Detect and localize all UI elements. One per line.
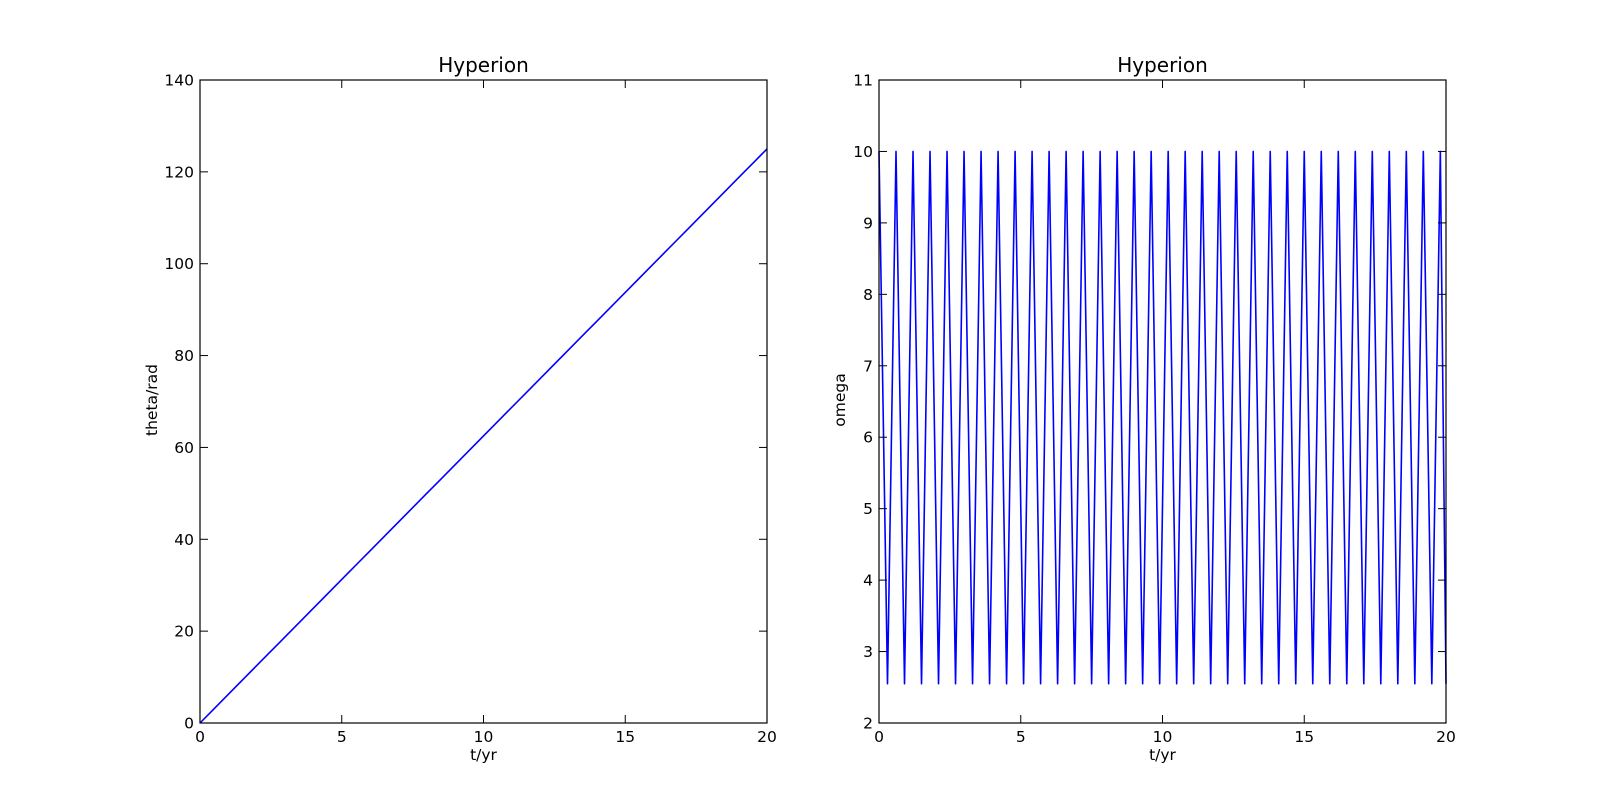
y-tick-label: 60 (174, 439, 194, 457)
chart-title: Hyperion (1117, 53, 1208, 77)
x-tick-label: 15 (1294, 728, 1314, 746)
x-axis-label: t/yr (1149, 746, 1176, 764)
y-tick-label: 3 (863, 643, 873, 661)
x-tick-label: 0 (195, 728, 205, 746)
y-tick-label: 0 (184, 715, 194, 733)
y-tick-label: 10 (853, 143, 873, 161)
x-tick-label: 10 (1153, 728, 1173, 746)
y-tick-label: 6 (863, 429, 873, 447)
x-tick-label: 5 (337, 728, 347, 746)
y-tick-label: 2 (863, 715, 873, 733)
y-axis-label: theta/rad (143, 364, 161, 436)
x-tick-label: 0 (874, 728, 884, 746)
x-tick-label: 10 (474, 728, 494, 746)
theta-chart: Hyperion t/yr theta/rad 0 5 10 15 20 0 20 40 60 8… (143, 53, 777, 764)
y-tick-label: 8 (863, 286, 873, 304)
y-tick-label: 7 (863, 357, 873, 375)
x-tick-label: 20 (757, 728, 777, 746)
omega-chart: Hyperion t/yr omega 0 5 10 15 20 2 3 4 5 6 7 8 9 10 11 (831, 53, 1456, 764)
y-tick-label: 11 (853, 72, 873, 90)
y-tick-label: 5 (863, 500, 873, 518)
y-tick-label: 9 (863, 214, 873, 232)
x-axis-label: t/yr (470, 746, 497, 764)
y-axis-label: omega (831, 373, 849, 426)
y-tick-label: 140 (164, 72, 194, 90)
x-tick-label: 5 (1016, 728, 1026, 746)
chart-title: Hyperion (438, 53, 529, 77)
x-tick-label: 20 (1436, 728, 1456, 746)
series-line-0 (199, 148, 768, 724)
y-tick-label: 100 (164, 255, 194, 273)
y-tick-label: 20 (174, 623, 194, 641)
y-tick-label: 4 (863, 572, 873, 590)
y-tick-label: 40 (174, 531, 194, 549)
y-tick-label: 120 (164, 163, 194, 181)
x-tick-label: 15 (615, 728, 635, 746)
y-tick-label: 80 (174, 347, 194, 365)
series-line-0 (878, 150, 1447, 685)
